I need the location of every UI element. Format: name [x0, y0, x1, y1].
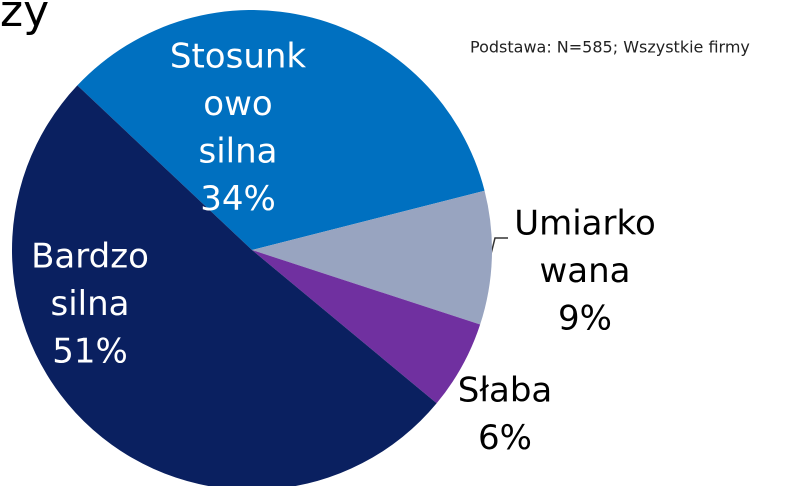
slice-label: silna — [51, 284, 130, 324]
slice-label: wana — [539, 251, 630, 291]
value-label: 9% — [558, 299, 612, 339]
slice-label: Stosunk — [170, 37, 307, 77]
slice-label: Słaba — [458, 371, 553, 411]
pie-slice — [252, 250, 481, 404]
value-label: 6% — [478, 418, 532, 458]
chart-subtitle: Podstawa: N=585; Wszystkie firmy — [470, 38, 750, 57]
slice-label: silna — [199, 132, 278, 172]
slice-label: Umiarko — [514, 204, 656, 244]
value-label: 51% — [52, 332, 128, 372]
slice-label: Bardzo — [31, 237, 149, 277]
chart-title: zy — [0, 0, 49, 37]
value-label: 34% — [200, 179, 276, 219]
pie-slice — [77, 10, 485, 251]
pie-slice — [12, 85, 437, 486]
pie-slice — [252, 190, 493, 325]
slice-label: owo — [203, 84, 272, 124]
leader-line — [489, 237, 508, 259]
